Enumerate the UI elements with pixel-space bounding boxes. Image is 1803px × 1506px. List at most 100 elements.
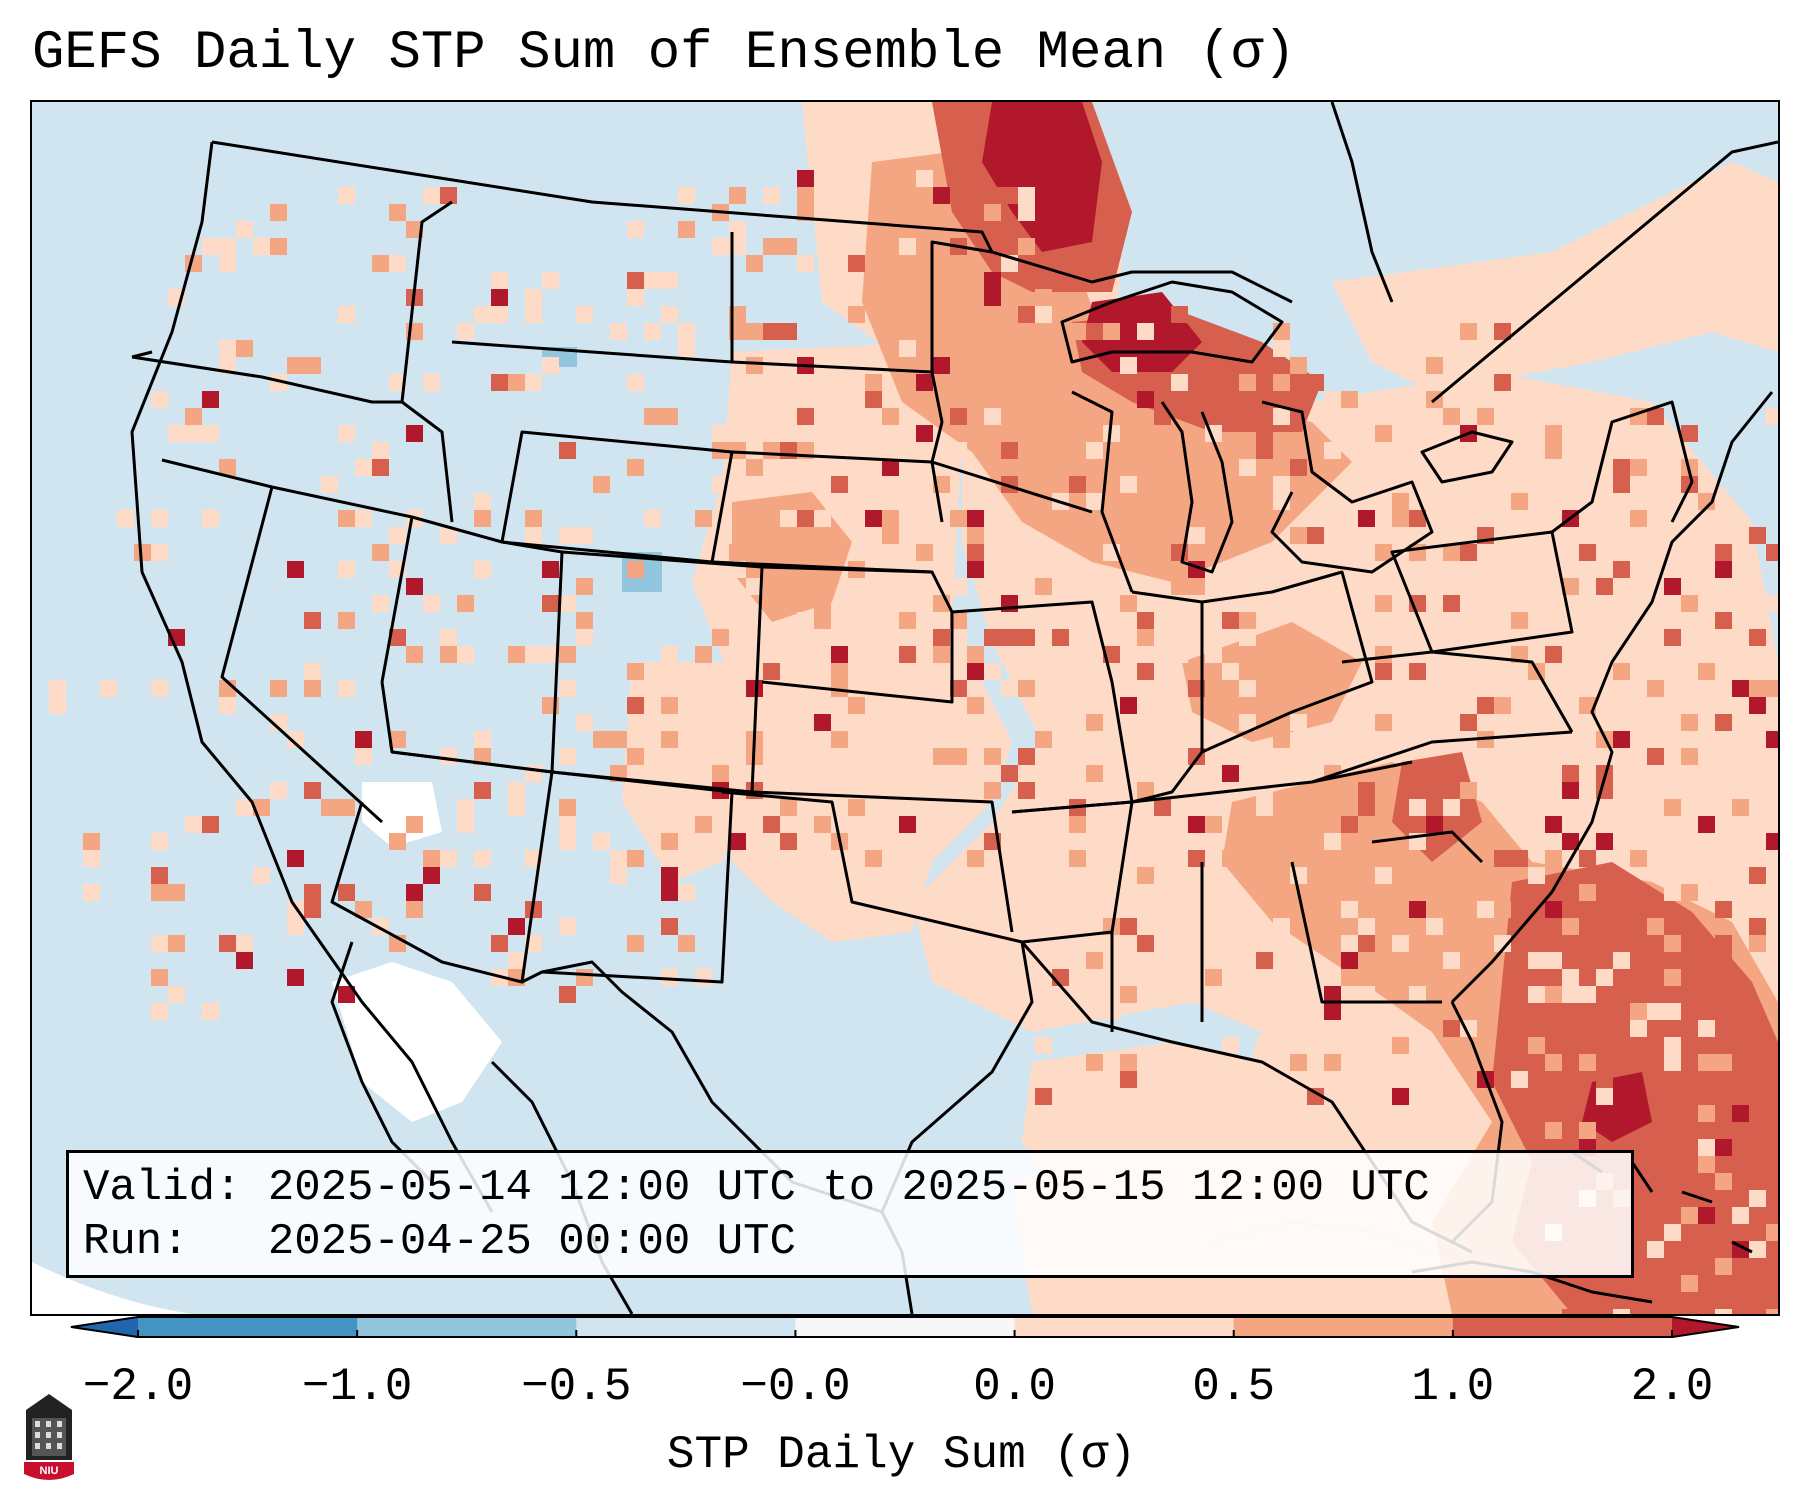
anomaly-cell (1086, 323, 1103, 340)
anomaly-cell (1375, 544, 1392, 561)
anomaly-cell (746, 255, 763, 272)
anomaly-cell (916, 374, 933, 391)
anomaly-cell (440, 527, 457, 544)
anomaly-cell (372, 442, 389, 459)
anomaly-cell (1018, 765, 1035, 782)
anomaly-cell (1494, 323, 1511, 340)
anomaly-cell (763, 238, 780, 255)
anomaly-cell (1171, 578, 1188, 595)
anomaly-cell (1579, 782, 1596, 799)
anomaly-cell (1766, 748, 1778, 765)
anomaly-cell (831, 731, 848, 748)
anomaly-cell (508, 799, 525, 816)
anomaly-cell (627, 697, 644, 714)
anomaly-cell (1273, 374, 1290, 391)
anomaly-cell (1035, 306, 1052, 323)
anomaly-cell (1205, 816, 1222, 833)
anomaly-cell (1443, 374, 1460, 391)
anomaly-cell (236, 340, 253, 357)
anomaly-cell (661, 867, 678, 884)
border-us-canada (211, 140, 1293, 304)
anomaly-cell (1749, 629, 1766, 646)
anomaly-cell (1154, 799, 1171, 816)
anomaly-cell (1494, 850, 1511, 867)
anomaly-cell (1290, 357, 1307, 374)
anomaly-cell (389, 374, 406, 391)
colorbar-tick-label: −0.0 (740, 1361, 851, 1413)
anomaly-cell (627, 748, 644, 765)
anomaly-cell (287, 918, 304, 935)
anomaly-cell (916, 544, 933, 561)
anomaly-cell (1698, 1020, 1715, 1037)
anomaly-cell (1630, 1037, 1647, 1054)
anomaly-cell (338, 884, 355, 901)
anomaly-cell (899, 238, 916, 255)
anomaly-cell (1766, 731, 1778, 748)
anomaly-cell (1256, 561, 1273, 578)
anomaly-cell (1409, 901, 1426, 918)
anomaly-cell (661, 714, 678, 731)
anomaly-cell (355, 748, 372, 765)
anomaly-cell (1596, 969, 1613, 986)
colorbar-svg (70, 1316, 1740, 1338)
anomaly-cell (899, 272, 916, 289)
anomaly-cell (1664, 578, 1681, 595)
anomaly-cell (321, 476, 338, 493)
anomaly-cell (1392, 1088, 1409, 1105)
anomaly-cell (1426, 357, 1443, 374)
anomaly-cell (661, 884, 678, 901)
anomaly-cell (1239, 374, 1256, 391)
anomaly-cell (967, 561, 984, 578)
coast-canada-east (1431, 140, 1778, 404)
valid-line: Valid: 2025-05-14 12:00 UTC to 2025-05-1… (83, 1161, 1617, 1215)
anomaly-cell (882, 187, 899, 204)
anomaly-cell (1596, 833, 1613, 850)
anomaly-cell (1613, 442, 1630, 459)
anomaly-cell (746, 357, 763, 374)
anomaly-cell (525, 306, 542, 323)
anomaly-cell (1358, 697, 1375, 714)
anomaly-cell (1664, 629, 1681, 646)
anomaly-cell (695, 969, 712, 986)
anomaly-cell (1103, 425, 1120, 442)
anomaly-cell (1324, 442, 1341, 459)
anomaly-cell (1647, 408, 1664, 425)
anomaly-cell (270, 782, 287, 799)
anomaly-cell (1698, 1054, 1715, 1071)
anomaly-cell (1460, 323, 1477, 340)
anomaly-cell (219, 935, 236, 952)
anomaly-cell (457, 799, 474, 816)
anomaly-cell (406, 901, 423, 918)
anomaly-cell (151, 510, 168, 527)
anomaly-cell (1426, 816, 1443, 833)
anomaly-cell (797, 255, 814, 272)
anomaly-cell (899, 629, 916, 646)
anomaly-cell (1392, 527, 1409, 544)
anomaly-cell (1562, 833, 1579, 850)
anomaly-cell (1188, 442, 1205, 459)
anomaly-cell (542, 561, 559, 578)
colorbar-tick-label: −1.0 (301, 1361, 413, 1413)
anomaly-cell (1035, 731, 1052, 748)
anomaly-cell (933, 748, 950, 765)
anomaly-cell (491, 272, 508, 289)
anomaly-cell (1630, 1003, 1647, 1020)
anomaly-cell (950, 748, 967, 765)
anomaly-cell (1477, 901, 1494, 918)
anomaly-cell (474, 884, 491, 901)
anomaly-cell (814, 629, 831, 646)
anomaly-cell (1392, 510, 1409, 527)
region-pos-max-north (982, 102, 1102, 252)
anomaly-cell (1358, 782, 1375, 799)
anomaly-cell (1222, 663, 1239, 680)
anomaly-cell (1579, 935, 1596, 952)
anomaly-cell (1715, 935, 1732, 952)
anomaly-cell (950, 680, 967, 697)
anomaly-cell (1001, 680, 1018, 697)
anomaly-cell (491, 935, 508, 952)
anomaly-cell (1596, 1088, 1613, 1105)
anomaly-cell (1579, 544, 1596, 561)
border-nm (521, 770, 734, 984)
anomaly-cell (83, 884, 100, 901)
anomaly-cell (627, 289, 644, 306)
